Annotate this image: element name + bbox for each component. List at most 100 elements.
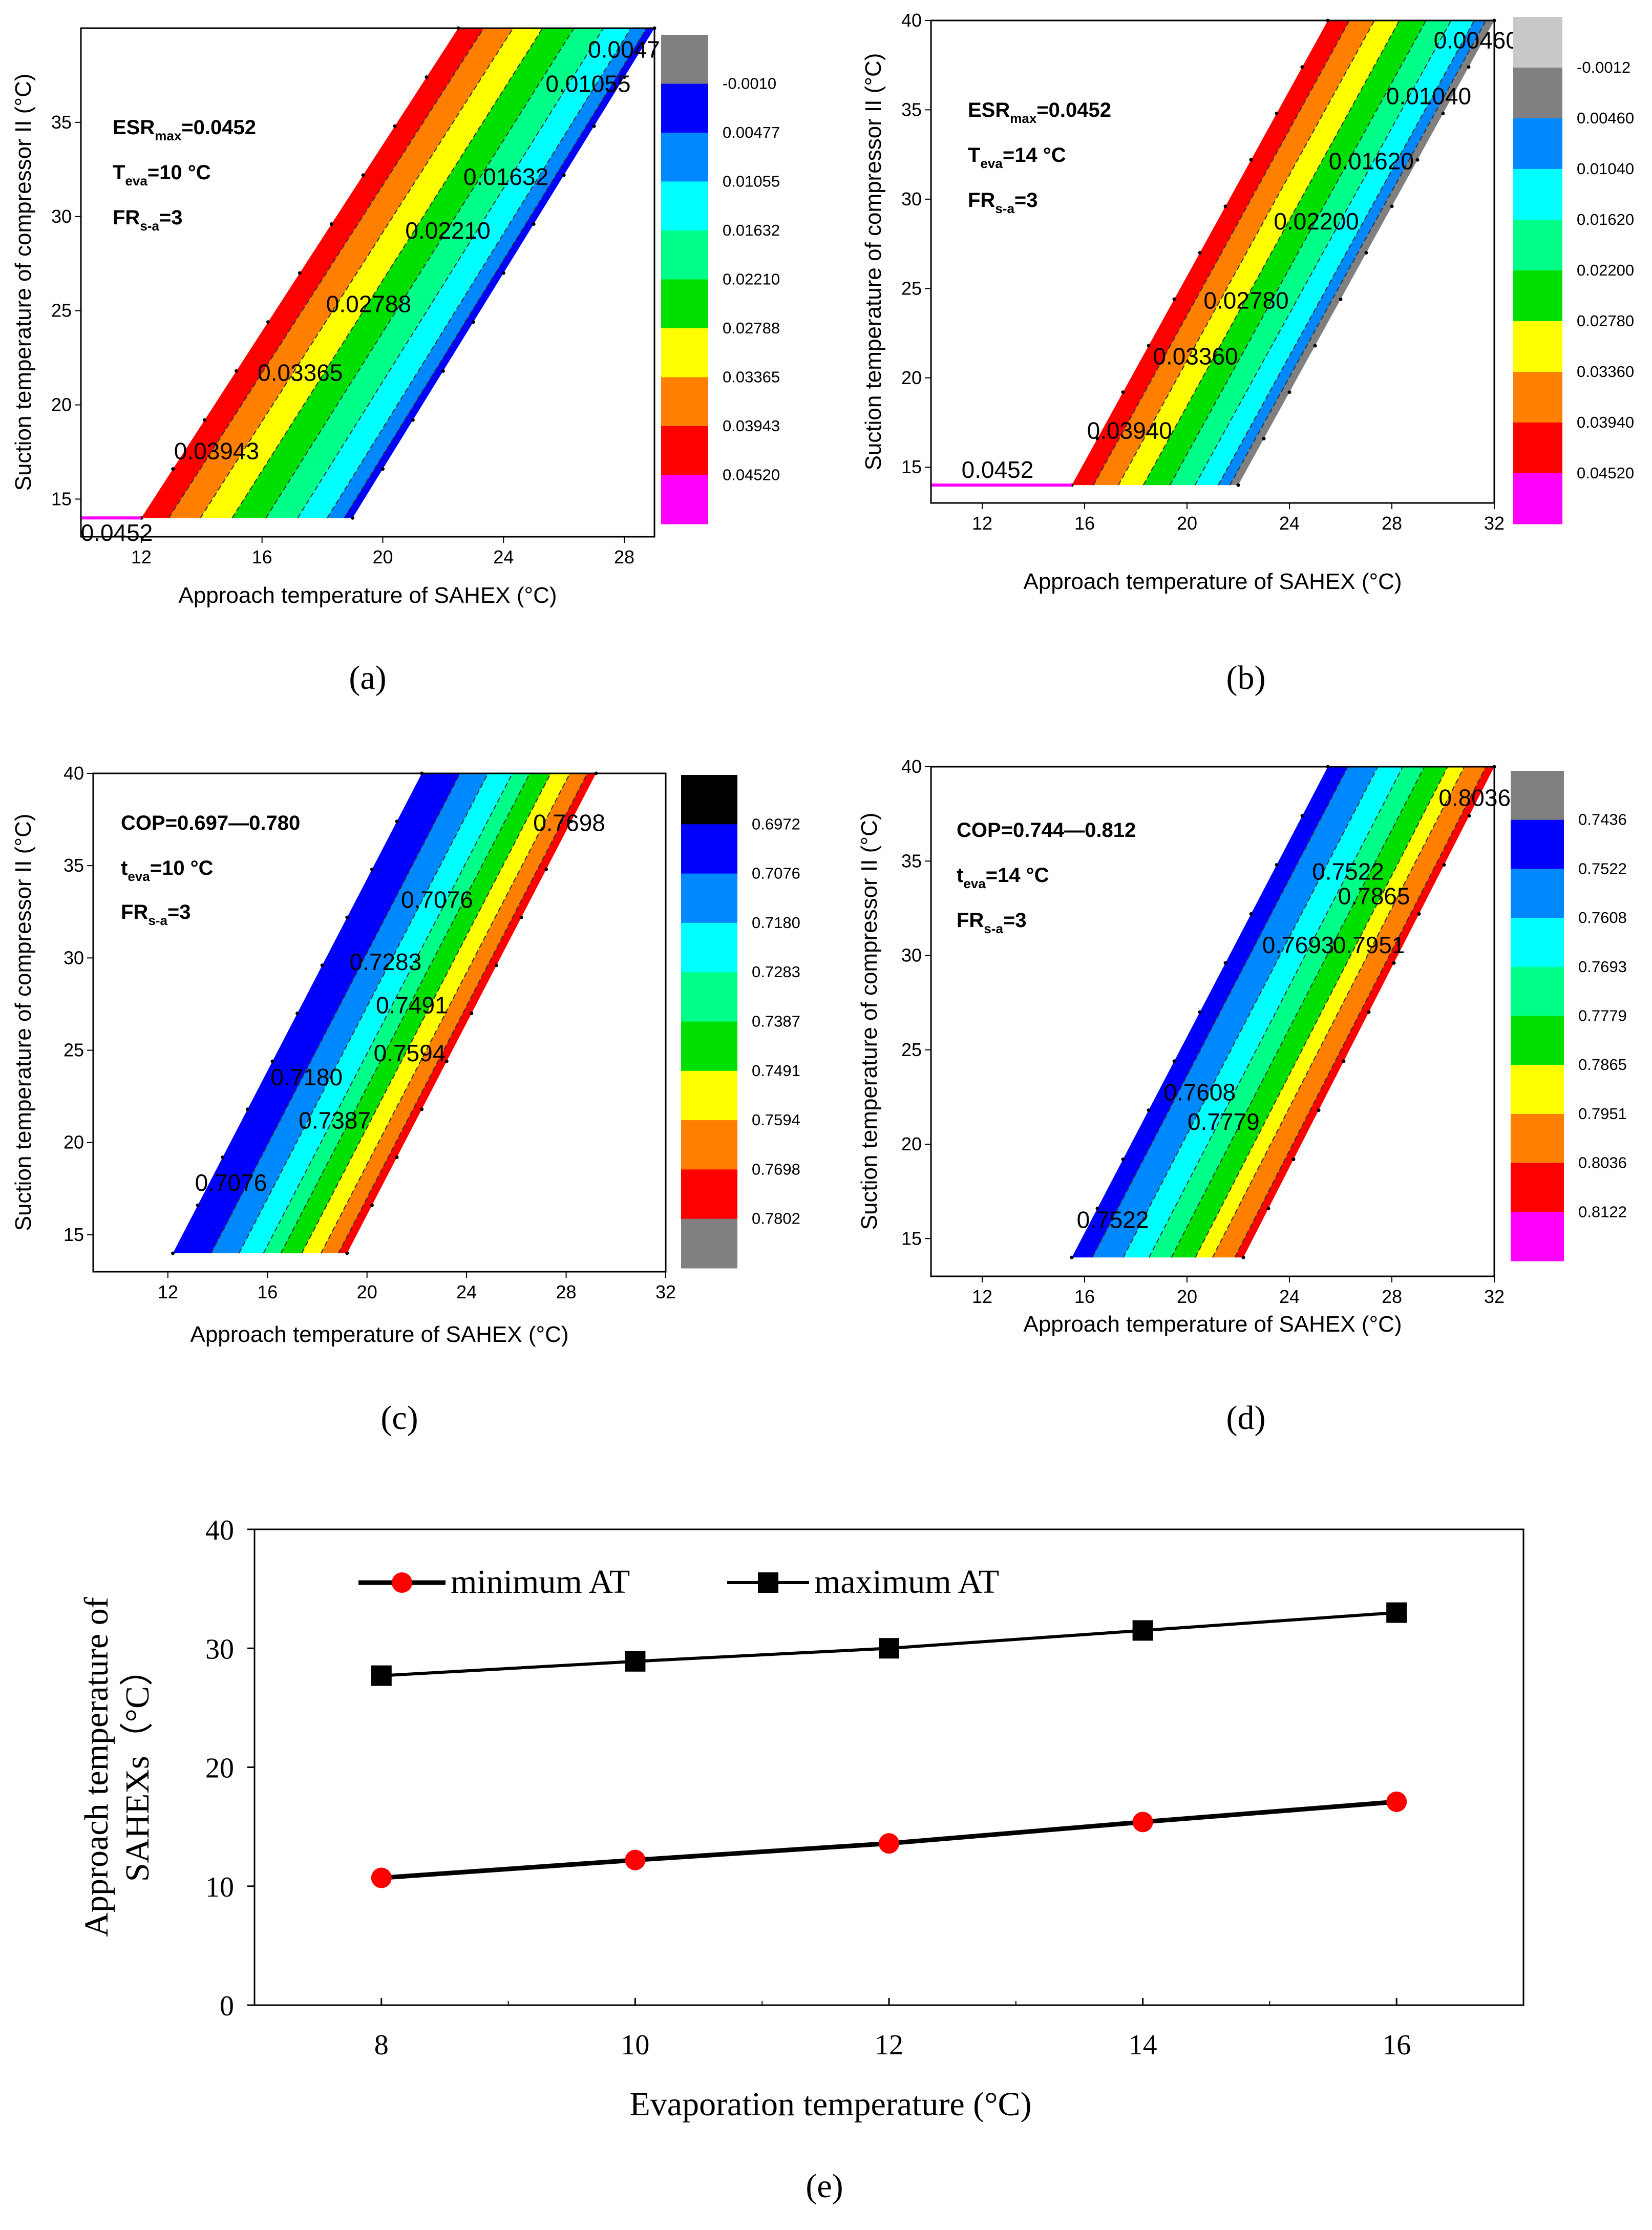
marker-maximum-at bbox=[1386, 1602, 1407, 1623]
panel-c-label: (c) bbox=[380, 1399, 418, 1437]
data-point bbox=[444, 1059, 449, 1063]
data-point bbox=[221, 1155, 225, 1160]
y-tick-label: 35 bbox=[901, 99, 922, 120]
colorbar-swatch bbox=[1513, 372, 1562, 423]
annotation-main: T bbox=[113, 161, 125, 184]
panel-d-contour: 0.7522 0.7608 0.7693 0.7522 0.7779 0.7865 0.79… bbox=[1070, 765, 1511, 1259]
data-point bbox=[1300, 65, 1304, 69]
contour-band bbox=[1170, 20, 1451, 486]
contour-band bbox=[1072, 20, 1350, 486]
colorbar-swatch bbox=[661, 133, 708, 182]
data-point bbox=[470, 1011, 474, 1015]
contour-label: 0.7283 bbox=[349, 949, 421, 975]
annotation-sub: eva bbox=[125, 173, 147, 188]
panel-a-annotations: ESRmax=0.0452 Teva=10 °C FRs-a=3 bbox=[113, 116, 256, 234]
contour-band bbox=[173, 773, 460, 1253]
contour-band bbox=[1218, 20, 1486, 486]
contour-band bbox=[1072, 767, 1348, 1258]
annotation-rest: =3 bbox=[167, 901, 191, 923]
contour-line bbox=[1234, 766, 1487, 1258]
annotation-rest: =3 bbox=[1014, 189, 1038, 212]
data-point bbox=[245, 1107, 249, 1111]
data-point bbox=[1275, 863, 1279, 867]
annotation-sub: s-a bbox=[140, 218, 159, 234]
contour-line bbox=[1194, 20, 1452, 486]
data-point bbox=[1147, 344, 1151, 348]
data-point bbox=[1287, 390, 1291, 394]
data-point bbox=[1121, 390, 1125, 394]
colorbar-label: 0.7865 bbox=[1578, 1056, 1627, 1074]
panel-a: 0.0452 0.03943 0.03365 0.02788 0.02210 0.0163… bbox=[11, 26, 780, 697]
contour-band bbox=[232, 28, 574, 518]
contour-band bbox=[1123, 767, 1403, 1258]
annotation-sub: eva bbox=[980, 156, 1003, 171]
x-tick-label: 28 bbox=[1382, 1286, 1402, 1307]
contour-band bbox=[1093, 20, 1374, 486]
x-tick-label: 16 bbox=[1074, 513, 1095, 534]
colorbar-swatch bbox=[1511, 1113, 1564, 1164]
colorbar-label: 0.7802 bbox=[752, 1210, 800, 1228]
contour-line bbox=[297, 28, 604, 518]
data-point bbox=[425, 75, 429, 79]
contour-label: 0.7522 bbox=[1077, 1207, 1149, 1233]
annotation-main: FR bbox=[957, 909, 984, 932]
panel-c: 0.7076 0.7180 0.7283 0.7076 0.7387 0.7491 0.75… bbox=[11, 763, 800, 1437]
data-point bbox=[1467, 65, 1471, 69]
data-point bbox=[370, 1203, 374, 1207]
annotation-rest: =14 °C bbox=[986, 864, 1049, 887]
panel-e-legend: minimum AT maximum AT bbox=[358, 1563, 999, 1601]
data-point bbox=[562, 173, 566, 177]
colorbar-label: 0.01632 bbox=[723, 221, 780, 239]
contour-label: 0.02210 bbox=[405, 217, 490, 244]
colorbar-swatch bbox=[661, 328, 708, 377]
contour-label: 0.7522 bbox=[1312, 858, 1384, 885]
y-tick-label: 40 bbox=[901, 10, 922, 31]
colorbar-label: 0.02780 bbox=[1577, 312, 1634, 330]
contour-line bbox=[231, 28, 543, 518]
x-tick-label: 24 bbox=[1279, 1286, 1300, 1307]
panel-a-label: (a) bbox=[349, 659, 386, 697]
colorbar-swatch bbox=[1513, 220, 1562, 271]
marker-maximum-at bbox=[371, 1665, 392, 1686]
marker-maximum-at bbox=[1132, 1620, 1153, 1641]
contour-band bbox=[302, 773, 570, 1253]
annotation-rest: =3 bbox=[159, 206, 183, 229]
data-point bbox=[1095, 1206, 1099, 1210]
data-point bbox=[1223, 961, 1227, 965]
x-tick-label: 28 bbox=[1382, 513, 1402, 534]
contour-label: 0.7865 bbox=[1338, 882, 1410, 909]
data-point bbox=[1147, 1108, 1151, 1112]
contour-line bbox=[1142, 20, 1400, 486]
x-tick-label: 20 bbox=[357, 1281, 377, 1302]
colorbar-swatch bbox=[681, 1120, 737, 1170]
y-tick-label: 35 bbox=[901, 850, 922, 871]
colorbar-swatch bbox=[661, 279, 708, 329]
annotation-main: FR bbox=[121, 901, 148, 923]
contour-band bbox=[1149, 767, 1425, 1258]
data-point bbox=[1291, 1158, 1296, 1162]
colorbar-swatch bbox=[1511, 966, 1564, 1016]
x-tick-label: 10 bbox=[621, 2029, 649, 2061]
data-point bbox=[1342, 1059, 1346, 1063]
contour-label: 0.7180 bbox=[270, 1064, 343, 1090]
annotation: ESRmax=0.0452 bbox=[113, 116, 256, 143]
data-point bbox=[1392, 961, 1396, 965]
y-tick-label: 20 bbox=[901, 367, 922, 388]
x-tick-label: 20 bbox=[1177, 1286, 1197, 1307]
annotation: FRs-a=3 bbox=[113, 206, 183, 234]
colorbar-label: 0.04520 bbox=[1577, 464, 1634, 482]
annotation-rest: =0.744—0.812 bbox=[1001, 819, 1136, 841]
annotation-rest: =0.0452 bbox=[181, 116, 256, 139]
colorbar-label: 0.7594 bbox=[752, 1111, 800, 1129]
contour-band bbox=[344, 28, 654, 518]
colorbar-label: 0.8036 bbox=[1578, 1154, 1627, 1172]
panel-b-annotations: ESRmax=0.0452 Teva=14 °C FRs-a=3 bbox=[968, 99, 1111, 216]
colorbar-label: 0.7436 bbox=[1578, 811, 1627, 829]
colorbar-swatch bbox=[1513, 169, 1562, 220]
colorbar-swatch bbox=[661, 181, 708, 231]
data-point bbox=[370, 867, 374, 871]
contour-band bbox=[1092, 767, 1378, 1258]
annotation-main: ESR bbox=[113, 116, 155, 139]
data-point bbox=[1441, 111, 1445, 115]
annotation: COP=0.697—0.780 bbox=[121, 812, 300, 834]
